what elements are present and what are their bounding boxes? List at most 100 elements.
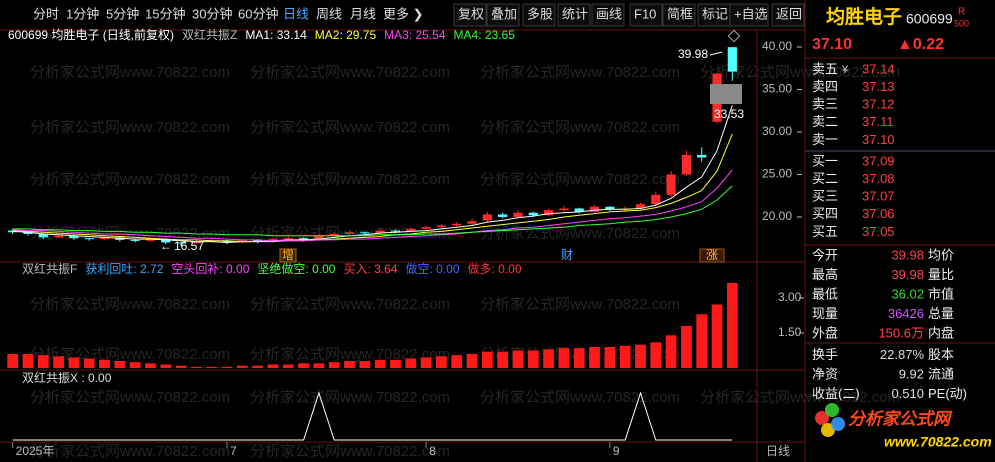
book-label: 买四 bbox=[812, 206, 838, 221]
book-price: 37.06 bbox=[862, 206, 895, 221]
period-tab[interactable]: 周线 bbox=[316, 6, 342, 21]
annotation-leader bbox=[709, 51, 723, 56]
toolbar-button[interactable] bbox=[771, 3, 805, 27]
event-marker bbox=[699, 248, 725, 263]
x-tick-label: 7 bbox=[230, 444, 237, 458]
bar bbox=[497, 351, 509, 368]
bar bbox=[160, 364, 172, 368]
candle-body bbox=[8, 230, 18, 233]
stat-label: 均价 bbox=[928, 247, 954, 262]
book-price: 37.05 bbox=[862, 224, 895, 239]
candle-body bbox=[406, 228, 416, 232]
toolbar-button-label[interactable]: +自选 bbox=[734, 6, 768, 21]
stat-label: 现量 bbox=[812, 306, 838, 321]
watermark: 分析家公式网www.70822.com bbox=[480, 171, 680, 188]
x-tick-label: 9 bbox=[613, 444, 620, 458]
toolbar-button-label[interactable]: F10 bbox=[634, 6, 656, 21]
legend-text: 买入: 3.64 bbox=[343, 262, 397, 276]
logo-icon bbox=[831, 417, 845, 431]
toolbar-button-label[interactable]: 叠加 bbox=[491, 6, 517, 21]
period-tab[interactable]: 30分钟 bbox=[192, 6, 232, 21]
toolbar-button-label[interactable]: 统计 bbox=[562, 6, 588, 21]
book-label: 买二 bbox=[812, 171, 838, 186]
candle-body bbox=[635, 204, 646, 209]
period-tab[interactable]: 15分钟 bbox=[145, 6, 185, 21]
candle-body bbox=[161, 239, 171, 243]
book-label: 买一 bbox=[812, 153, 838, 168]
stat-label: 量比 bbox=[928, 267, 954, 282]
bar bbox=[99, 359, 110, 368]
toolbar-button-label[interactable]: 多股 bbox=[527, 6, 553, 21]
stat-label: 收益(二) bbox=[812, 386, 860, 401]
bar bbox=[129, 362, 141, 368]
bar bbox=[221, 366, 233, 368]
watermark: 分析家公式网www.70822.com bbox=[480, 389, 680, 406]
period-tab[interactable]: 日线 bbox=[283, 6, 309, 21]
watermark: 分析家公式网www.70822.com bbox=[250, 389, 450, 406]
bar bbox=[726, 283, 738, 368]
toolbar-button[interactable] bbox=[729, 3, 769, 27]
toolbar-button[interactable] bbox=[522, 3, 556, 27]
legend-text: 做多: 0.00 bbox=[468, 261, 522, 276]
candle-body bbox=[498, 214, 508, 217]
candle-body bbox=[54, 235, 64, 238]
toolbar-button[interactable] bbox=[629, 3, 663, 27]
period-tab[interactable]: 60分钟 bbox=[238, 6, 278, 21]
stat-label: 最高 bbox=[812, 267, 838, 282]
toolbar-button-label[interactable]: 标记 bbox=[702, 6, 728, 21]
candle-body bbox=[253, 239, 263, 242]
stat-value: 36.02 bbox=[891, 286, 924, 301]
ma-line bbox=[12, 133, 733, 243]
bar bbox=[22, 353, 34, 368]
candle-body bbox=[681, 154, 691, 175]
y-tick-label: 40.00 bbox=[762, 39, 792, 53]
watermark: 分析家公式网www.70822.com bbox=[30, 346, 230, 363]
toolbar-button-label[interactable]: 简框 bbox=[667, 6, 693, 21]
candle-body bbox=[528, 212, 538, 216]
period-tab[interactable]: 月线 bbox=[350, 6, 376, 21]
candle-body bbox=[130, 239, 140, 241]
candle-body bbox=[559, 208, 569, 211]
bar bbox=[267, 364, 279, 368]
annotation: 33.53 bbox=[714, 107, 744, 121]
legend-text: 获利回吐: 2.72 bbox=[85, 262, 163, 276]
candle-body bbox=[145, 239, 156, 241]
toolbar-button[interactable] bbox=[591, 3, 625, 27]
period-tab[interactable]: 5分钟 bbox=[106, 6, 139, 21]
book-price: 37.12 bbox=[862, 97, 895, 112]
period-tab[interactable]: 分时 bbox=[33, 6, 59, 21]
toolbar-button[interactable] bbox=[486, 3, 520, 27]
toolbar-button[interactable] bbox=[662, 3, 696, 27]
watermark: 分析家公式网www.70822.com bbox=[30, 119, 230, 136]
period-tab[interactable]: 1分钟 bbox=[66, 6, 99, 21]
logo-icon bbox=[825, 403, 839, 417]
toolbar-button[interactable] bbox=[557, 3, 591, 27]
event-marker-label: 增 bbox=[282, 248, 294, 262]
period-tab[interactable]: 更多 ❯ bbox=[383, 6, 424, 22]
candle-body bbox=[375, 230, 385, 234]
bar bbox=[282, 364, 294, 368]
toolbar-button-label[interactable]: 画线 bbox=[596, 6, 622, 21]
ask-flag: ¥ bbox=[841, 64, 849, 76]
legend-text: 坚绝做空: 0.00 bbox=[257, 261, 335, 276]
bar bbox=[558, 348, 570, 368]
book-label: 买五 bbox=[812, 224, 838, 239]
bar bbox=[114, 360, 126, 368]
bar bbox=[328, 362, 340, 368]
badge: R bbox=[958, 7, 965, 18]
legend-text: 600699 均胜电子 (日线,前复权) bbox=[8, 27, 174, 42]
ma-line bbox=[12, 185, 733, 237]
toolbar-button-label[interactable]: 返回 bbox=[776, 6, 802, 21]
watermark: 分析家公式网www.70822.com bbox=[480, 296, 680, 313]
bar bbox=[252, 365, 264, 368]
book-label: 卖三 bbox=[812, 97, 838, 112]
watermark: 分析家公式网www.70822.com bbox=[700, 389, 900, 406]
candle-body bbox=[176, 242, 186, 244]
bar bbox=[481, 351, 493, 368]
candle-body bbox=[436, 225, 446, 228]
toolbar-button[interactable] bbox=[453, 3, 487, 27]
candle-body bbox=[99, 237, 110, 240]
toolbar-button-label[interactable]: 复权 bbox=[458, 6, 484, 21]
indicator-line bbox=[12, 391, 733, 441]
bar bbox=[405, 358, 417, 368]
